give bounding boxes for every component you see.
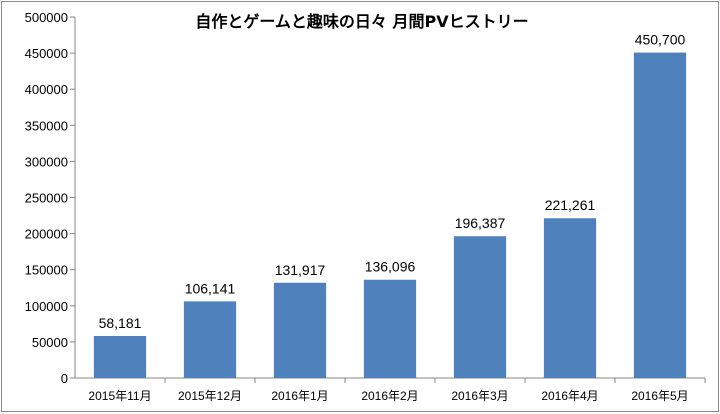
data-label-4: 136,096 xyxy=(365,259,416,275)
data-label-1: 58,181 xyxy=(99,315,142,331)
y-tick-label: 400000 xyxy=(25,82,68,97)
y-tick-label: 100000 xyxy=(25,299,68,314)
data-label-5: 196,387 xyxy=(455,215,506,231)
bar-7 xyxy=(633,52,687,378)
x-tick-label: 2016年5月 xyxy=(631,389,688,403)
y-tick-label: 50000 xyxy=(32,335,68,350)
bar-6 xyxy=(543,218,597,378)
bar-3 xyxy=(273,282,327,378)
x-tick-label: 2016年3月 xyxy=(451,389,508,403)
bar-5 xyxy=(453,236,507,378)
bar-4 xyxy=(363,279,417,378)
y-tick-label: 200000 xyxy=(25,227,68,242)
x-tick-label: 2016年2月 xyxy=(361,389,418,403)
y-tick-label: 250000 xyxy=(25,191,68,206)
y-axis: 0 50000 100000 150000 200000 250000 300000 3500… xyxy=(25,10,76,386)
x-tick-label: 2015年11月 xyxy=(88,389,151,403)
y-tick-label: 350000 xyxy=(25,118,68,133)
data-label-2: 106,141 xyxy=(185,280,236,296)
y-tick-label: 450000 xyxy=(25,46,68,61)
y-tick-label: 500000 xyxy=(25,10,68,25)
x-tick-label: 2016年1月 xyxy=(271,389,328,403)
bars xyxy=(93,52,687,378)
chart-title: 自作とゲームと趣味の日々 月間PVヒストリー xyxy=(195,12,528,31)
y-tick-label: 300000 xyxy=(25,154,68,169)
data-labels: 58,181 106,141 131,917 136,096 196,387 221,26… xyxy=(99,32,686,331)
x-tick-label: 2015年12月 xyxy=(178,389,242,403)
data-label-7: 450,700 xyxy=(635,32,686,48)
bar-2 xyxy=(183,301,237,378)
data-label-3: 131,917 xyxy=(275,262,326,278)
x-tick-label: 2016年4月 xyxy=(541,389,598,403)
x-axis: 2015年11月 2015年12月 2016年1月 2016年2月 2016年3月 201… xyxy=(75,377,706,403)
y-tick-label: 0 xyxy=(61,371,68,386)
bar-1 xyxy=(93,335,147,378)
y-tick-label: 150000 xyxy=(25,263,68,278)
data-label-6: 221,261 xyxy=(545,197,596,213)
